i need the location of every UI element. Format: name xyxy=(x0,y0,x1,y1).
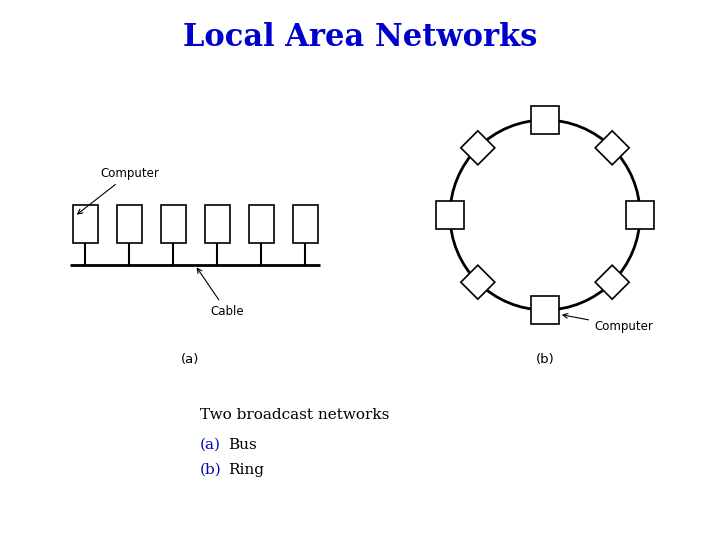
Polygon shape xyxy=(595,265,629,299)
Polygon shape xyxy=(461,265,495,299)
Text: (b): (b) xyxy=(536,354,554,367)
Text: (b): (b) xyxy=(200,463,222,477)
Text: Ring: Ring xyxy=(228,463,264,477)
Bar xyxy=(204,205,230,243)
Text: Cable: Cable xyxy=(197,268,243,318)
Text: Computer: Computer xyxy=(78,167,159,214)
Text: Local Area Networks: Local Area Networks xyxy=(183,23,537,53)
Bar xyxy=(436,201,464,229)
Bar xyxy=(531,296,559,324)
Bar xyxy=(248,205,274,243)
Bar xyxy=(292,205,318,243)
Bar xyxy=(531,106,559,134)
Bar xyxy=(626,201,654,229)
Text: (a): (a) xyxy=(200,438,221,452)
Polygon shape xyxy=(595,131,629,165)
Text: Bus: Bus xyxy=(228,438,257,452)
Bar xyxy=(161,205,186,243)
Text: Two broadcast networks: Two broadcast networks xyxy=(200,408,390,422)
Bar xyxy=(73,205,97,243)
Bar xyxy=(117,205,142,243)
Text: (a): (a) xyxy=(181,354,199,367)
Polygon shape xyxy=(461,131,495,165)
Text: Computer: Computer xyxy=(563,314,653,333)
